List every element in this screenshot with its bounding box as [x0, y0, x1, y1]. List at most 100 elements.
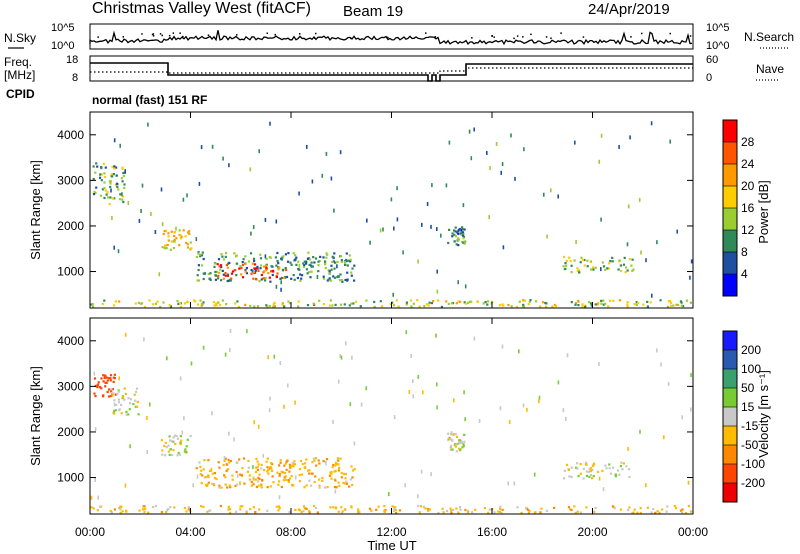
power-cell [91, 303, 94, 306]
velocity-cell [278, 507, 281, 510]
velocity-cell [326, 486, 329, 489]
power-cell [332, 275, 335, 278]
velocity-cell [278, 480, 281, 483]
velocity-cell [111, 394, 114, 397]
power-cell [202, 257, 205, 261]
velocity-cell [260, 463, 263, 466]
velocity-cell [334, 461, 337, 464]
power-cell [417, 259, 419, 264]
power-cell [351, 267, 354, 270]
power-cell [249, 252, 253, 255]
power-cell [545, 305, 548, 308]
velocity-cell [240, 474, 244, 477]
velocity-cell [687, 480, 690, 485]
nsky-dot [266, 32, 268, 34]
power-cell [281, 302, 284, 305]
velocity-cell [285, 468, 288, 471]
velocity-cell [508, 420, 511, 424]
power-scatter [90, 121, 693, 309]
power-cell [448, 140, 451, 145]
nsky-dot [159, 33, 162, 35]
velocity-cell [345, 480, 348, 483]
velocity-cell [458, 439, 461, 442]
nsky-dot [168, 34, 171, 37]
velocity-cell [336, 457, 340, 460]
velocity-cell [681, 415, 683, 420]
velocity-cell [337, 510, 340, 513]
power-cell [259, 253, 262, 256]
velocity-cell [143, 510, 146, 513]
power-cell [607, 267, 610, 270]
nsky-dot [491, 35, 493, 37]
colorbar-segment [723, 483, 737, 503]
velocity-cell [218, 466, 221, 469]
power-cell [457, 300, 460, 303]
power-cell [339, 150, 342, 155]
power-cell [241, 276, 245, 279]
velocity-cell [272, 481, 275, 484]
velocity-cell [614, 473, 617, 476]
velocity-cell [321, 479, 324, 482]
velocity-cell [265, 460, 268, 463]
velocity-cell [391, 505, 394, 508]
power-cell [148, 299, 151, 302]
power-cell [454, 235, 457, 238]
velocity-cell [293, 463, 296, 466]
power-cell [586, 259, 589, 262]
velocity-cell [466, 511, 470, 514]
velocity-cell [539, 511, 542, 514]
velocity-cell [350, 505, 353, 508]
power-cell [445, 300, 448, 303]
velocity-cell [345, 482, 349, 485]
velocity-cell [665, 510, 668, 513]
velocity-cell [165, 446, 168, 449]
power-cell [252, 277, 255, 280]
velocity-cell [596, 470, 600, 473]
power-cell [336, 260, 339, 263]
power-cell [267, 272, 270, 275]
velocity-cell [690, 510, 693, 513]
power-cell [236, 300, 239, 303]
power-cell [565, 259, 568, 262]
power-cell [392, 304, 396, 307]
nsky-dot [522, 36, 524, 38]
velocity-cell [167, 444, 170, 447]
power-cell [577, 299, 580, 302]
power-cell [150, 212, 152, 216]
power-cell [600, 217, 602, 222]
power-cell [454, 230, 457, 233]
velocity-cell [102, 395, 105, 398]
power-cell [470, 156, 473, 161]
power-cell [294, 254, 297, 257]
nsky-dot [152, 33, 155, 35]
colorbar-label: 100 [741, 362, 761, 376]
velocity-cell [639, 429, 641, 434]
power-cell [353, 279, 356, 282]
power-cell [322, 303, 325, 306]
velocity-cell [318, 486, 321, 489]
power-cell [93, 190, 96, 194]
velocity-cell [579, 463, 582, 466]
power-cell [333, 267, 336, 270]
power-cell [226, 266, 229, 269]
velocity-cell [459, 440, 463, 443]
velocity-cell [525, 506, 528, 510]
power-cell [196, 279, 199, 282]
power-cell [103, 187, 106, 190]
power-cell [281, 256, 284, 259]
velocity-cell [119, 505, 122, 508]
power-cell [276, 259, 279, 263]
velocity-cell [268, 467, 272, 470]
colorbar-segment [723, 464, 737, 484]
nsky-strip: N.Sky 10^5 10^0 10^5 10^0 N.Search [4, 22, 794, 52]
velocity-cell [211, 411, 213, 416]
power-cell [105, 193, 108, 196]
power-cell [633, 303, 636, 306]
velocity-cell [266, 486, 269, 489]
velocity-cell [167, 508, 170, 511]
power-cell [226, 273, 230, 276]
power-cell [575, 240, 577, 244]
power-cell [650, 121, 653, 126]
velocity-cell [639, 511, 642, 515]
velocity-cell [290, 474, 293, 478]
